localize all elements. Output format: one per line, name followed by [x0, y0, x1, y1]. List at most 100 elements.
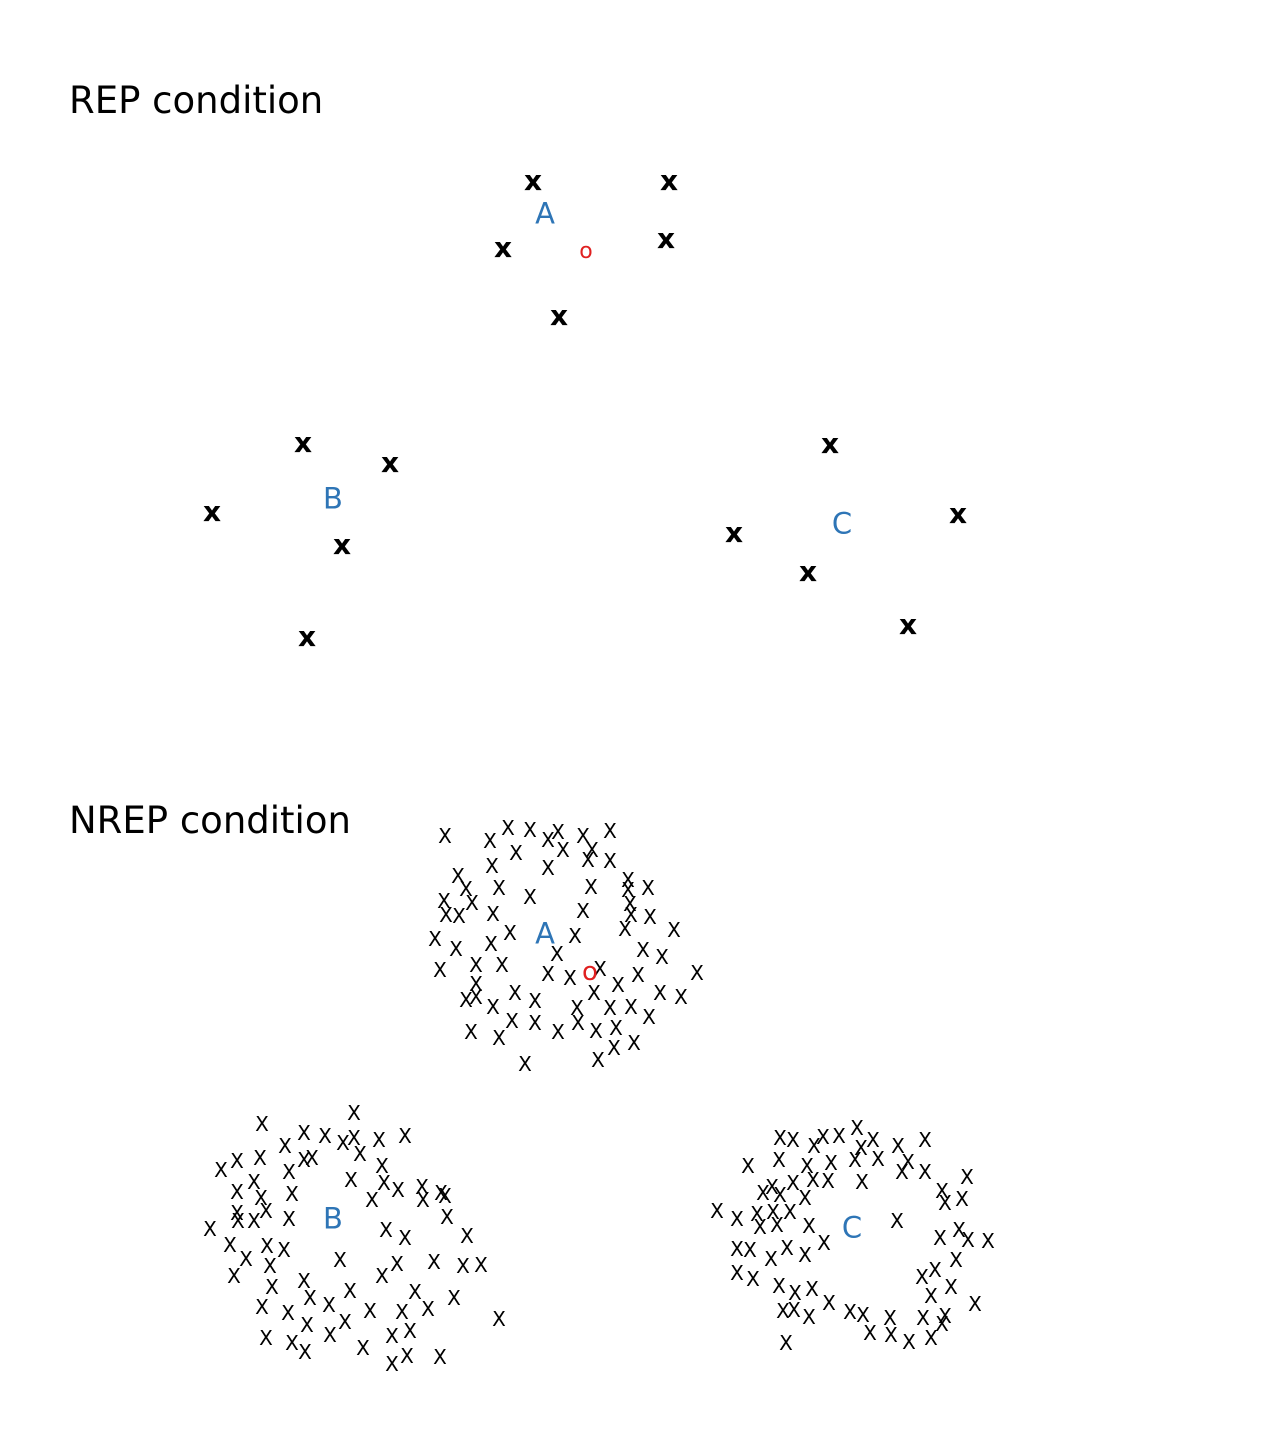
nrep-cluster-b-distractor: X	[460, 1224, 474, 1248]
rep-cluster-c-distractor: x	[948, 497, 968, 530]
nrep-cluster-c-distractor: X	[952, 1218, 966, 1242]
nrep-cluster-a-distractor: X	[518, 1052, 532, 1076]
nrep-cluster-a-distractor: X	[541, 856, 555, 880]
nrep-cluster-b-distractor: X	[353, 1142, 367, 1166]
nrep-cluster-b-distractor: X	[343, 1279, 357, 1303]
nrep-cluster-b-distractor: X	[434, 1181, 448, 1205]
nrep-cluster-c-distractor: X	[756, 1181, 770, 1205]
nrep-cluster-c-distractor: X	[765, 1175, 779, 1199]
nrep-cluster-b-label: B	[323, 1201, 343, 1236]
nrep-cluster-a-distractor: X	[528, 989, 542, 1013]
nrep-cluster-a-distractor: X	[581, 848, 595, 872]
nrep-cluster-b-distractor: X	[265, 1275, 279, 1299]
nrep-cluster-c-distractor: X	[821, 1169, 835, 1193]
nrep-cluster-b-distractor: X	[259, 1326, 273, 1350]
nrep-cluster-c-distractor: X	[935, 1179, 949, 1203]
nrep-cluster-a-distractor: X	[550, 942, 564, 966]
nrep-cluster-a-distractor: X	[551, 1020, 565, 1044]
nrep-cluster-b-distractor: X	[338, 1310, 352, 1334]
nrep-cluster-c-distractor: X	[779, 1331, 793, 1355]
rep-cluster-c-distractor: x	[798, 555, 818, 588]
nrep-cluster-b-distractor: X	[285, 1182, 299, 1206]
rep-cluster-a-label: A	[535, 196, 555, 231]
nrep-cluster-b-distractor: X	[333, 1248, 347, 1272]
nrep-cluster-b-distractor: X	[298, 1340, 312, 1364]
nrep-cluster-a-distractor: X	[674, 985, 688, 1009]
nrep-cluster-b-distractor: X	[281, 1301, 295, 1325]
nrep-cluster-a-distractor: X	[591, 1048, 605, 1072]
nrep-cluster-b-distractor: X	[474, 1253, 488, 1277]
nrep-cluster-c-distractor: X	[856, 1303, 870, 1327]
rep-cluster-b-distractor: x	[202, 495, 222, 528]
rep-cluster-b-distractor: x	[297, 620, 317, 653]
nrep-cluster-a-distractor: X	[576, 899, 590, 923]
nrep-cluster-a-distractor: X	[609, 1016, 623, 1040]
nrep-cluster-b-distractor: X	[203, 1217, 217, 1241]
nrep-cluster-c-distractor: X	[787, 1298, 801, 1322]
nrep-cluster-a-distractor: X	[623, 892, 637, 916]
nrep-cluster-b-distractor: X	[285, 1331, 299, 1355]
nrep-cluster-c-distractor: X	[773, 1183, 787, 1207]
nrep-cluster-a-distractor: X	[556, 838, 570, 862]
nrep-cluster-b-distractor: X	[277, 1238, 291, 1262]
nrep-cluster-a-distractor: X	[469, 953, 483, 977]
nrep-cluster-a-distractor: X	[551, 820, 565, 844]
nrep-cluster-a-distractor: X	[631, 963, 645, 987]
nrep-cluster-b-distractor: X	[254, 1186, 268, 1210]
nrep-cluster-b-distractor: X	[214, 1158, 228, 1182]
nrep-cluster-b-distractor: X	[372, 1128, 386, 1152]
nrep-cluster-b-distractor: X	[347, 1126, 361, 1150]
nrep-cluster-a-distractor: X	[621, 868, 635, 892]
rep-cluster-a-distractor: x	[549, 299, 569, 332]
rep-cluster-c-label: C	[831, 506, 853, 541]
nrep-cluster-c-distractor: X	[730, 1207, 744, 1231]
nrep-cluster-a-distractor: X	[464, 1020, 478, 1044]
nrep-cluster-b-distractor: X	[375, 1264, 389, 1288]
nrep-cluster-b-distractor: X	[231, 1209, 245, 1233]
nrep-cluster-c-distractor: X	[901, 1150, 915, 1174]
nrep-cluster-b-distractor: X	[400, 1344, 414, 1368]
nrep-cluster-c-distractor: X	[891, 1134, 905, 1158]
nrep-cluster-a-distractor: X	[486, 995, 500, 1019]
nrep-cluster-a-distractor: X	[437, 889, 451, 913]
nrep-cluster-a-distractor: X	[603, 849, 617, 873]
nrep-cluster-c-distractor: X	[772, 1148, 786, 1172]
nrep-cluster-c-distractor: X	[822, 1291, 836, 1315]
nrep-cluster-c-distractor: X	[884, 1323, 898, 1347]
nrep-cluster-b-distractor: X	[305, 1146, 319, 1170]
nrep-cluster-c-distractor: X	[783, 1200, 797, 1224]
nrep-cluster-c-distractor: X	[916, 1306, 930, 1330]
nrep-cluster-b-distractor: X	[416, 1188, 430, 1212]
nrep-cluster-b-distractor: X	[492, 1307, 506, 1331]
nrep-cluster-b-distractor: X	[398, 1124, 412, 1148]
nrep-cluster-a-distractor: X	[593, 957, 607, 981]
nrep-cluster-c-distractor: X	[854, 1136, 868, 1160]
nrep-cluster-a-distractor: X	[428, 927, 442, 951]
nrep-cluster-c-distractor: X	[935, 1312, 949, 1336]
nrep-cluster-c-distractor: X	[915, 1265, 929, 1289]
nrep-cluster-a-distractor: X	[469, 985, 483, 1009]
nrep-cluster-c-distractor: X	[968, 1292, 982, 1316]
nrep-cluster-a-distractor: X	[611, 973, 625, 997]
nrep-cluster-b-distractor: X	[385, 1324, 399, 1348]
nrep-cluster-c-distractor: X	[805, 1277, 819, 1301]
nrep-cluster-a-distractor: X	[690, 961, 704, 985]
nrep-cluster-a-distractor: X	[486, 902, 500, 926]
nrep-target-marker: o	[582, 957, 598, 987]
nrep-cluster-c-distractor: X	[766, 1200, 780, 1224]
nrep-cluster-c-distractor: X	[928, 1258, 942, 1282]
rep-cluster-c-distractor: x	[820, 427, 840, 460]
nrep-cluster-b-distractor: X	[247, 1209, 261, 1233]
nrep-cluster-b-distractor: X	[230, 1149, 244, 1173]
nrep-cluster-a-distractor: X	[643, 905, 657, 929]
nrep-cluster-b-distractor: X	[255, 1295, 269, 1319]
nrep-cluster-a-distractor: X	[492, 876, 506, 900]
nrep-cluster-b-distractor: X	[318, 1124, 332, 1148]
nrep-cluster-b-distractor: X	[403, 1319, 417, 1343]
nrep-cluster-b-distractor: X	[391, 1178, 405, 1202]
nrep-cluster-b-distractor: X	[322, 1293, 336, 1317]
nrep-cluster-b-distractor: X	[297, 1269, 311, 1293]
nrep-cluster-c-distractor: X	[798, 1186, 812, 1210]
nrep-cluster-a-distractor: X	[653, 981, 667, 1005]
nrep-cluster-c-distractor: X	[848, 1148, 862, 1172]
